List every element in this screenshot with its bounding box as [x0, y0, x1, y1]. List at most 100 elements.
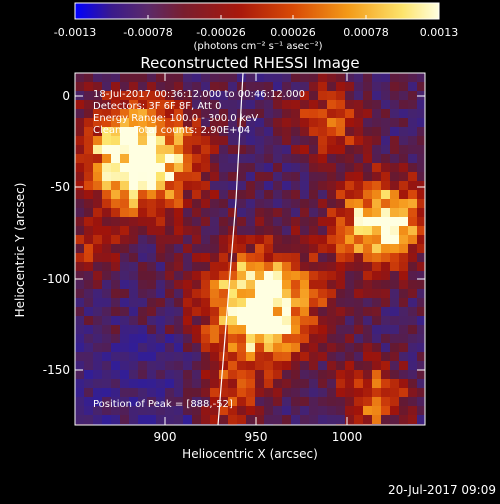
image-pixel [372, 73, 382, 83]
image-pixel [273, 388, 283, 398]
image-pixel [282, 370, 292, 380]
image-pixel [102, 280, 112, 290]
image-pixel [381, 343, 391, 353]
colorbar-tick-label: -0.00026 [196, 26, 245, 39]
image-pixel [102, 145, 112, 155]
image-pixel [363, 127, 373, 137]
image-pixel [345, 73, 355, 83]
image-pixel [390, 136, 400, 146]
image-pixel [291, 262, 301, 272]
image-pixel [417, 343, 425, 353]
image-pixel [165, 343, 175, 353]
image-pixel [237, 271, 247, 281]
image-pixel [111, 100, 121, 110]
image-pixel [192, 226, 202, 236]
image-pixel [192, 82, 202, 92]
image-pixel [282, 109, 292, 119]
image-pixel [129, 253, 139, 263]
image-pixel [381, 253, 391, 263]
image-pixel [372, 244, 382, 254]
image-pixel [354, 109, 364, 119]
image-pixel [129, 82, 139, 92]
image-pixel [255, 235, 265, 245]
image-pixel [390, 91, 400, 101]
image-pixel [183, 316, 193, 326]
image-pixel [156, 226, 166, 236]
image-pixel [282, 181, 292, 191]
image-pixel [264, 181, 274, 191]
image-pixel [327, 388, 337, 398]
image-pixel [237, 145, 247, 155]
image-pixel [201, 217, 211, 227]
image-pixel [318, 334, 328, 344]
image-pixel [291, 100, 301, 110]
image-pixel [219, 235, 229, 245]
image-pixel [408, 280, 418, 290]
image-pixel [354, 388, 364, 398]
image-pixel [174, 298, 184, 308]
image-pixel [273, 190, 283, 200]
image-pixel [174, 343, 184, 353]
image-pixel [390, 352, 400, 362]
image-pixel [345, 370, 355, 380]
image-pixel [201, 136, 211, 146]
image-pixel [309, 190, 319, 200]
image-pixel [327, 208, 337, 218]
info-line-detectors: Detectors: 3F 6F 8F, Att 0 [93, 101, 221, 112]
image-pixel [138, 154, 148, 164]
image-pixel [408, 154, 418, 164]
image-pixel [84, 415, 94, 425]
image-pixel [228, 325, 238, 335]
image-pixel [354, 190, 364, 200]
image-pixel [183, 397, 193, 407]
image-pixel [165, 280, 175, 290]
image-pixel [399, 388, 409, 398]
image-pixel [219, 379, 229, 389]
image-pixel [129, 307, 139, 317]
image-pixel [111, 271, 121, 281]
image-pixel [363, 352, 373, 362]
image-pixel [138, 172, 148, 182]
image-pixel [165, 289, 175, 299]
image-pixel [327, 343, 337, 353]
image-pixel [174, 334, 184, 344]
image-pixel [309, 217, 319, 227]
image-pixel [129, 217, 139, 227]
image-pixel [102, 289, 112, 299]
image-pixel [381, 244, 391, 254]
image-pixel [192, 154, 202, 164]
image-pixel [345, 253, 355, 263]
image-pixel [246, 415, 256, 425]
image-pixel [336, 199, 346, 209]
image-pixel [75, 136, 85, 146]
image-pixel [408, 316, 418, 326]
image-pixel [120, 199, 130, 209]
image-pixel [111, 172, 121, 182]
image-pixel [309, 325, 319, 335]
image-pixel [381, 271, 391, 281]
image-pixel [183, 190, 193, 200]
image-pixel [183, 334, 193, 344]
image-pixel [390, 244, 400, 254]
image-pixel [327, 352, 337, 362]
image-pixel [129, 172, 139, 182]
image-pixel [210, 118, 220, 128]
image-pixel [147, 415, 157, 425]
image-pixel [237, 379, 247, 389]
image-pixel [390, 145, 400, 155]
image-pixels [75, 73, 425, 425]
image-pixel [345, 109, 355, 119]
image-pixel [399, 325, 409, 335]
image-pixel [399, 415, 409, 425]
image-pixel [300, 136, 310, 146]
image-pixel [102, 136, 112, 146]
image-pixel [390, 298, 400, 308]
image-pixel [417, 163, 425, 173]
image-pixel [390, 289, 400, 299]
image-pixel [417, 118, 425, 128]
image-pixel [219, 109, 229, 119]
image-pixel [93, 118, 103, 128]
image-pixel [93, 271, 103, 281]
image-pixel [201, 163, 211, 173]
